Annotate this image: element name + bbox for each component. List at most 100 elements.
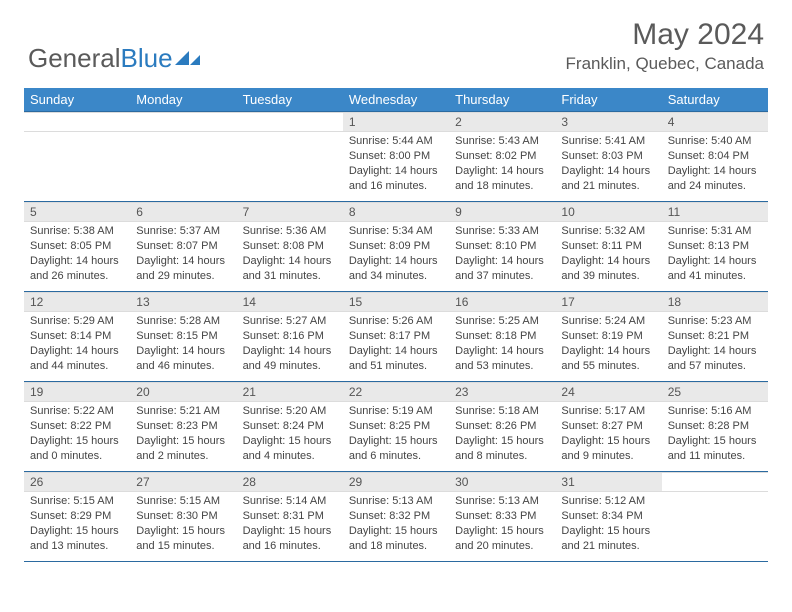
calendar-week: 19Sunrise: 5:22 AMSunset: 8:22 PMDayligh… [24, 382, 768, 472]
logo: GeneralBlue [28, 43, 201, 74]
dow-header: Sunday [24, 88, 130, 112]
logo-icon [175, 43, 201, 74]
day-data: Sunrise: 5:18 AMSunset: 8:26 PMDaylight:… [449, 402, 555, 467]
day-number: 10 [555, 202, 661, 222]
day-number: 13 [130, 292, 236, 312]
header: GeneralBlue May 2024 Franklin, Quebec, C… [0, 0, 792, 82]
day-number: 15 [343, 292, 449, 312]
calendar-cell: 20Sunrise: 5:21 AMSunset: 8:23 PMDayligh… [130, 382, 236, 472]
day-data: Sunrise: 5:36 AMSunset: 8:08 PMDaylight:… [237, 222, 343, 287]
day-number: 6 [130, 202, 236, 222]
day-number: 5 [24, 202, 130, 222]
day-data: Sunrise: 5:12 AMSunset: 8:34 PMDaylight:… [555, 492, 661, 557]
day-number [237, 112, 343, 132]
calendar-cell: 22Sunrise: 5:19 AMSunset: 8:25 PMDayligh… [343, 382, 449, 472]
day-data: Sunrise: 5:44 AMSunset: 8:00 PMDaylight:… [343, 132, 449, 197]
day-data: Sunrise: 5:26 AMSunset: 8:17 PMDaylight:… [343, 312, 449, 377]
calendar-cell: 28Sunrise: 5:14 AMSunset: 8:31 PMDayligh… [237, 472, 343, 562]
logo-text-2: Blue [121, 43, 173, 74]
calendar-week: 5Sunrise: 5:38 AMSunset: 8:05 PMDaylight… [24, 202, 768, 292]
day-number: 12 [24, 292, 130, 312]
calendar-cell: 25Sunrise: 5:16 AMSunset: 8:28 PMDayligh… [662, 382, 768, 472]
day-number: 1 [343, 112, 449, 132]
day-data: Sunrise: 5:22 AMSunset: 8:22 PMDaylight:… [24, 402, 130, 467]
calendar-cell [130, 112, 236, 202]
day-number: 25 [662, 382, 768, 402]
day-number: 7 [237, 202, 343, 222]
day-number: 29 [343, 472, 449, 492]
title-block: May 2024 Franklin, Quebec, Canada [566, 18, 764, 74]
day-data [24, 132, 130, 138]
day-data: Sunrise: 5:20 AMSunset: 8:24 PMDaylight:… [237, 402, 343, 467]
day-number: 14 [237, 292, 343, 312]
day-data: Sunrise: 5:40 AMSunset: 8:04 PMDaylight:… [662, 132, 768, 197]
day-data: Sunrise: 5:41 AMSunset: 8:03 PMDaylight:… [555, 132, 661, 197]
day-number: 30 [449, 472, 555, 492]
day-data: Sunrise: 5:43 AMSunset: 8:02 PMDaylight:… [449, 132, 555, 197]
day-number: 3 [555, 112, 661, 132]
day-number: 24 [555, 382, 661, 402]
calendar-cell: 1Sunrise: 5:44 AMSunset: 8:00 PMDaylight… [343, 112, 449, 202]
calendar-cell: 21Sunrise: 5:20 AMSunset: 8:24 PMDayligh… [237, 382, 343, 472]
day-number: 23 [449, 382, 555, 402]
calendar-week: 26Sunrise: 5:15 AMSunset: 8:29 PMDayligh… [24, 472, 768, 562]
calendar-cell: 3Sunrise: 5:41 AMSunset: 8:03 PMDaylight… [555, 112, 661, 202]
calendar-cell: 24Sunrise: 5:17 AMSunset: 8:27 PMDayligh… [555, 382, 661, 472]
day-data: Sunrise: 5:38 AMSunset: 8:05 PMDaylight:… [24, 222, 130, 287]
calendar-cell: 4Sunrise: 5:40 AMSunset: 8:04 PMDaylight… [662, 112, 768, 202]
calendar-cell: 16Sunrise: 5:25 AMSunset: 8:18 PMDayligh… [449, 292, 555, 382]
day-data: Sunrise: 5:23 AMSunset: 8:21 PMDaylight:… [662, 312, 768, 377]
calendar-cell: 12Sunrise: 5:29 AMSunset: 8:14 PMDayligh… [24, 292, 130, 382]
day-data [130, 132, 236, 138]
day-data: Sunrise: 5:19 AMSunset: 8:25 PMDaylight:… [343, 402, 449, 467]
calendar-cell: 8Sunrise: 5:34 AMSunset: 8:09 PMDaylight… [343, 202, 449, 292]
day-number: 9 [449, 202, 555, 222]
month-title: May 2024 [566, 18, 764, 52]
calendar-cell: 26Sunrise: 5:15 AMSunset: 8:29 PMDayligh… [24, 472, 130, 562]
day-number [130, 112, 236, 132]
calendar-cell: 23Sunrise: 5:18 AMSunset: 8:26 PMDayligh… [449, 382, 555, 472]
day-data [662, 492, 768, 498]
calendar-cell: 5Sunrise: 5:38 AMSunset: 8:05 PMDaylight… [24, 202, 130, 292]
day-number: 28 [237, 472, 343, 492]
calendar-cell: 13Sunrise: 5:28 AMSunset: 8:15 PMDayligh… [130, 292, 236, 382]
calendar-cell: 27Sunrise: 5:15 AMSunset: 8:30 PMDayligh… [130, 472, 236, 562]
calendar-cell: 19Sunrise: 5:22 AMSunset: 8:22 PMDayligh… [24, 382, 130, 472]
day-number: 26 [24, 472, 130, 492]
day-data: Sunrise: 5:13 AMSunset: 8:33 PMDaylight:… [449, 492, 555, 557]
logo-text-1: General [28, 43, 121, 74]
day-data: Sunrise: 5:27 AMSunset: 8:16 PMDaylight:… [237, 312, 343, 377]
day-data: Sunrise: 5:24 AMSunset: 8:19 PMDaylight:… [555, 312, 661, 377]
day-number: 8 [343, 202, 449, 222]
day-data: Sunrise: 5:37 AMSunset: 8:07 PMDaylight:… [130, 222, 236, 287]
day-data: Sunrise: 5:33 AMSunset: 8:10 PMDaylight:… [449, 222, 555, 287]
day-number: 21 [237, 382, 343, 402]
calendar-cell: 17Sunrise: 5:24 AMSunset: 8:19 PMDayligh… [555, 292, 661, 382]
day-number: 17 [555, 292, 661, 312]
day-number: 22 [343, 382, 449, 402]
day-data [237, 132, 343, 138]
day-number: 11 [662, 202, 768, 222]
calendar-week: 1Sunrise: 5:44 AMSunset: 8:00 PMDaylight… [24, 112, 768, 202]
calendar-cell: 6Sunrise: 5:37 AMSunset: 8:07 PMDaylight… [130, 202, 236, 292]
calendar-cell: 18Sunrise: 5:23 AMSunset: 8:21 PMDayligh… [662, 292, 768, 382]
calendar-cell: 30Sunrise: 5:13 AMSunset: 8:33 PMDayligh… [449, 472, 555, 562]
day-data: Sunrise: 5:32 AMSunset: 8:11 PMDaylight:… [555, 222, 661, 287]
day-number: 16 [449, 292, 555, 312]
day-data: Sunrise: 5:25 AMSunset: 8:18 PMDaylight:… [449, 312, 555, 377]
day-data: Sunrise: 5:15 AMSunset: 8:30 PMDaylight:… [130, 492, 236, 557]
day-data: Sunrise: 5:15 AMSunset: 8:29 PMDaylight:… [24, 492, 130, 557]
dow-header: Wednesday [343, 88, 449, 112]
day-data: Sunrise: 5:17 AMSunset: 8:27 PMDaylight:… [555, 402, 661, 467]
dow-header: Thursday [449, 88, 555, 112]
dow-header: Friday [555, 88, 661, 112]
calendar-cell: 2Sunrise: 5:43 AMSunset: 8:02 PMDaylight… [449, 112, 555, 202]
day-number [662, 472, 768, 492]
calendar-cell: 14Sunrise: 5:27 AMSunset: 8:16 PMDayligh… [237, 292, 343, 382]
day-data: Sunrise: 5:34 AMSunset: 8:09 PMDaylight:… [343, 222, 449, 287]
calendar-week: 12Sunrise: 5:29 AMSunset: 8:14 PMDayligh… [24, 292, 768, 382]
calendar-cell [24, 112, 130, 202]
location: Franklin, Quebec, Canada [566, 54, 764, 74]
calendar-cell: 31Sunrise: 5:12 AMSunset: 8:34 PMDayligh… [555, 472, 661, 562]
day-number: 18 [662, 292, 768, 312]
